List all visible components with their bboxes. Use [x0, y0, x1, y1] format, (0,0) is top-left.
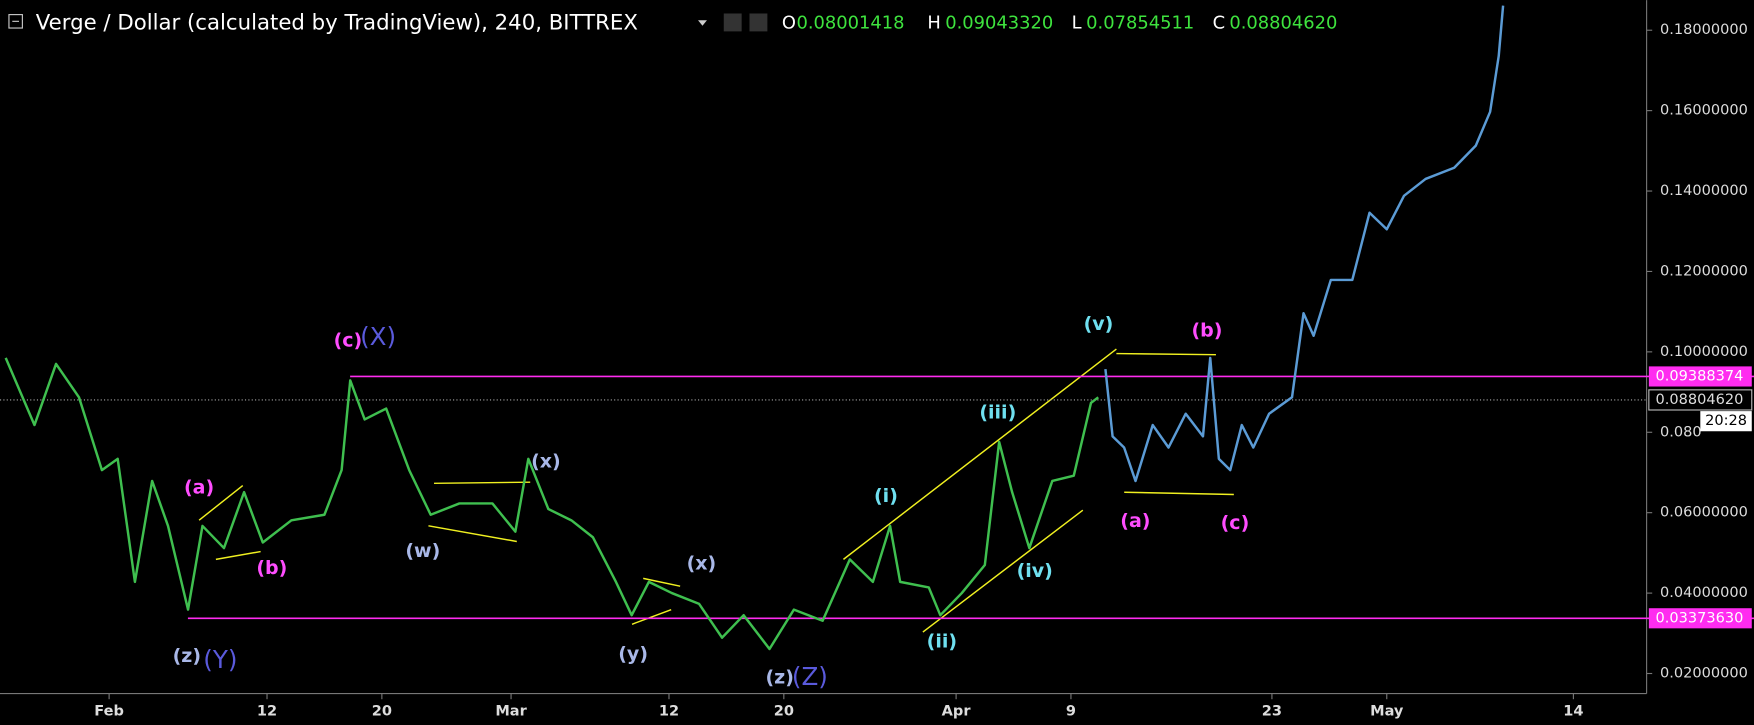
trend-line [922, 509, 1084, 633]
ohlc-key: L [1072, 13, 1082, 34]
ohlc-value: 0.09043320 [945, 13, 1053, 34]
x-tick-label: 20 [774, 704, 794, 720]
trend-lines [198, 348, 1234, 633]
level-box [1648, 366, 1752, 387]
x-tick-label: 12 [659, 704, 679, 720]
visibility-icon[interactable] [723, 13, 742, 32]
ohlc-key: H [927, 13, 940, 34]
x-tick-label: Feb [94, 704, 124, 720]
last-price-box [1648, 389, 1753, 411]
trend-line [842, 348, 1117, 560]
dropdown-arrow[interactable] [698, 20, 707, 26]
header: Verge / Dollar (calculated by TradingVie… [8, 11, 1337, 36]
y-tick-label: 0.12000000 [1660, 263, 1748, 279]
trend-line [1116, 352, 1216, 356]
wave-label: (x) [687, 552, 717, 574]
level-label: 0.09388374 [1656, 368, 1744, 384]
trend-line [643, 577, 681, 587]
wave-label: (a) [1120, 510, 1150, 532]
x-tick-label: 14 [1563, 704, 1583, 720]
countdown-label: 20:28 [1705, 413, 1747, 429]
wave-label: (b) [1192, 320, 1223, 342]
y-tick-label: 0.02000000 [1660, 666, 1748, 682]
y-tick-label: 0.06000000 [1660, 505, 1748, 521]
x-tick-label: Mar [495, 704, 527, 720]
level-box [1648, 608, 1752, 629]
wave-label: (w) [405, 540, 440, 562]
ohlc-value: 0.08804620 [1229, 13, 1337, 34]
wave-label: (a) [184, 476, 214, 498]
x-tick-label: 9 [1066, 704, 1076, 720]
ohlc-key: C [1213, 13, 1225, 34]
x-tick-label: 23 [1262, 704, 1282, 720]
x-tick-label: 20 [372, 704, 392, 720]
trend-line [434, 481, 531, 485]
y-tick-label: 0.16000000 [1660, 103, 1748, 119]
wave-label: (b) [256, 557, 287, 579]
level-label: 0.03373630 [1656, 610, 1744, 626]
ohlc-value: 0.07854511 [1086, 13, 1194, 34]
ohlc-value: 0.08001418 [796, 13, 904, 34]
price-line [4, 357, 1100, 651]
wave-label: (y) [618, 643, 648, 665]
wave-label: (Z) [792, 662, 828, 691]
collapse-icon[interactable] [8, 14, 23, 29]
countdown-box [1700, 411, 1752, 432]
trend-line [631, 609, 672, 625]
trend-line [215, 550, 261, 561]
wave-label: (c) [1221, 512, 1250, 534]
wave-label: (X) [360, 322, 396, 351]
wave-label: (ii) [927, 631, 957, 653]
y-tick-label: 0.080 [1660, 424, 1702, 440]
wave-label: (iv) [1017, 560, 1053, 582]
ohlc-key: O [782, 13, 796, 34]
y-tick-label: 0.10000000 [1660, 344, 1748, 360]
wave-label: (iii) [979, 401, 1016, 423]
wave-label: (x) [531, 451, 561, 473]
trend-line [198, 484, 244, 521]
trend-line [1124, 491, 1234, 496]
x-tick-label: 12 [257, 704, 277, 720]
wave-label: (z) [765, 666, 793, 688]
wave-label: (v) [1084, 313, 1114, 335]
x-tick-label: Apr [942, 704, 972, 720]
wave-label: (i) [874, 485, 898, 507]
x-tick-label: May [1370, 704, 1404, 720]
last-price-label: 0.08804620 [1656, 392, 1744, 408]
wave-label: (z) [173, 645, 201, 667]
y-tick-label: 0.04000000 [1660, 585, 1748, 601]
wave-label: (Y) [203, 645, 237, 674]
price-line [1104, 5, 1505, 483]
wave-label: (c) [334, 330, 363, 352]
symbol-title[interactable]: Verge / Dollar (calculated by TradingVie… [36, 11, 638, 36]
trend-line [428, 525, 517, 543]
y-tick-label: 0.14000000 [1660, 183, 1748, 199]
y-tick-label: 0.18000000 [1660, 22, 1748, 38]
settings-icon[interactable] [749, 13, 768, 32]
